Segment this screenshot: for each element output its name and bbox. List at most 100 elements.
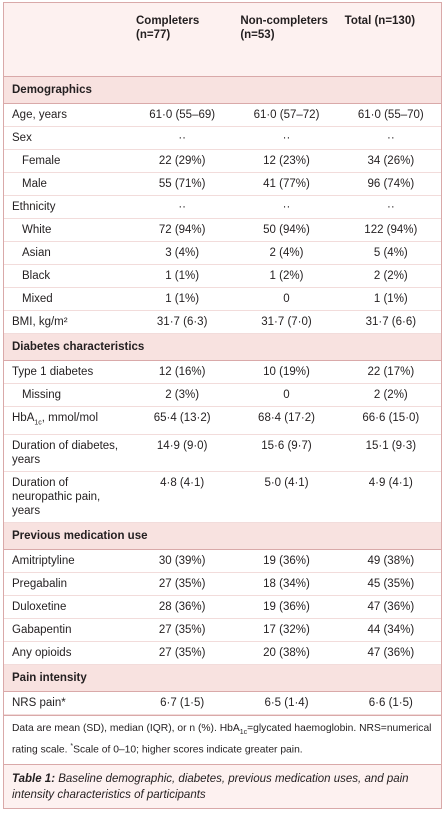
data-row: NRS pain* 6·7 (1·5) 6·5 (1·4) 6·6 (1·5) [4, 691, 441, 716]
row-label: Type 1 diabetes [4, 360, 128, 384]
data-row: Black 1 (1%) 1 (2%) 2 (2%) [4, 264, 441, 288]
text-part: 1c [239, 729, 248, 737]
header-cell [4, 3, 128, 77]
cell-value: 45 (35%) [336, 572, 441, 597]
row-label: Missing [4, 383, 128, 407]
caption-label: Table 1: [12, 772, 56, 785]
cell-value: 10 (19%) [232, 360, 337, 384]
cell-value: 18 (34%) [232, 572, 337, 597]
cell-value: 61·0 (55–70) [336, 103, 441, 127]
header-row: Completers (n=77) Non-completers (n=53) To… [4, 3, 441, 77]
footnote: Data are mean (SD), median (IQR), or n (… [4, 715, 441, 764]
cell-value: 27 (35%) [128, 641, 233, 666]
cell-value: 50 (94%) [232, 218, 337, 242]
row-label: BMI, kg/m² [4, 310, 128, 334]
row-label: Asian [4, 241, 128, 265]
data-row: White 72 (94%) 50 (94%) 122 (94%) [4, 218, 441, 242]
data-row: Any opioids 27 (35%) 20 (38%) 47 (36%) [4, 641, 441, 666]
row-label: NRS pain* [4, 691, 128, 716]
section-title: Pain intensity [4, 664, 441, 693]
cell-value: 1 (1%) [128, 287, 233, 311]
cell-value: 31·7 (6·3) [128, 310, 233, 334]
cell-value: 2 (2%) [336, 264, 441, 288]
row-label: Mixed [4, 287, 128, 311]
cell-value: 31·7 (6·6) [336, 310, 441, 334]
section-title: Demographics [4, 76, 441, 104]
cell-value: 22 (29%) [128, 149, 233, 173]
table-body: Demographics Age, years 61·0 (55–69) 61·0 (… [4, 76, 441, 716]
cell-value: 27 (35%) [128, 618, 233, 643]
text-part: * [70, 743, 74, 751]
row-label: HbA1c, mmol/mol [4, 406, 128, 436]
section-title: Diabetes characteristics [4, 333, 441, 361]
row-label: Any opioids [4, 641, 128, 666]
data-row: Mixed 1 (1%) 0 1 (1%) [4, 287, 441, 311]
cell-value: 34 (26%) [336, 149, 441, 173]
section-row: Diabetes characteristics [4, 333, 441, 361]
data-row: Duration of neuropathic pain, years 4·8 (… [4, 471, 441, 524]
row-label: Pregabalin [4, 572, 128, 597]
cell-value: 12 (23%) [232, 149, 337, 173]
row-label: Black [4, 264, 128, 288]
data-row: Missing 2 (3%) 0 2 (2%) [4, 383, 441, 407]
cell-value: ·· [128, 126, 233, 150]
cell-value: 47 (36%) [336, 595, 441, 620]
section-row: Previous medication use [4, 522, 441, 551]
data-row: Male 55 (71%) 41 (77%) 96 (74%) [4, 172, 441, 196]
cell-value: 55 (71%) [128, 172, 233, 196]
cell-value: 20 (38%) [232, 641, 337, 666]
section-row: Demographics [4, 76, 441, 104]
cell-value: 6·7 (1·5) [128, 691, 233, 716]
text-part: =glycated haemoglobin. NRS=numerical rat… [12, 723, 432, 756]
cell-value: 4·8 (4·1) [128, 471, 233, 524]
cell-value: 6·6 (1·5) [336, 691, 441, 716]
cell-value: 19 (36%) [232, 595, 337, 620]
data-row: Duration of diabetes, years 14·9 (9·0) 15·… [4, 434, 441, 473]
data-row: Type 1 diabetes 12 (16%) 10 (19%) 22 (17%) [4, 360, 441, 384]
cell-value: ·· [336, 195, 441, 219]
cell-value: 96 (74%) [336, 172, 441, 196]
row-label: Duloxetine [4, 595, 128, 620]
data-row: BMI, kg/m² 31·7 (6·3) 31·7 (7·0) 31·7 (6·6) [4, 310, 441, 334]
data-row: Asian 3 (4%) 2 (4%) 5 (4%) [4, 241, 441, 265]
row-label: Female [4, 149, 128, 173]
row-label: Duration of neuropathic pain, years [4, 471, 128, 524]
text-part: Data are mean (SD), median (IQR), or n (… [12, 723, 240, 735]
data-row: Amitriptyline 30 (39%) 19 (36%) 49 (38%) [4, 549, 441, 574]
caption-text: Baseline demographic, diabetes, previous… [12, 772, 409, 801]
column-header: Completers (n=77) [136, 15, 200, 41]
text-part: Scale of 0–10; higher scores indicate gr… [73, 744, 303, 756]
data-row: Duloxetine 28 (36%) 19 (36%) 47 (36%) [4, 595, 441, 620]
cell-value: 6·5 (1·4) [232, 691, 337, 716]
data-row: Gabapentin 27 (35%) 17 (32%) 44 (34%) [4, 618, 441, 643]
cell-value: 14·9 (9·0) [128, 434, 233, 473]
cell-value: 4·9 (4·1) [336, 471, 441, 524]
data-row: Female 22 (29%) 12 (23%) 34 (26%) [4, 149, 441, 173]
cell-value: 28 (36%) [128, 595, 233, 620]
cell-value: 15·6 (9·7) [232, 434, 337, 473]
row-label: Gabapentin [4, 618, 128, 643]
table-panel: Completers (n=77) Non-completers (n=53) To… [3, 2, 442, 809]
row-label: Amitriptyline [4, 549, 128, 574]
cell-value: 12 (16%) [128, 360, 233, 384]
cell-value: 15·1 (9·3) [336, 434, 441, 473]
cell-value: ·· [336, 126, 441, 150]
cell-value: 65·4 (13·2) [128, 406, 233, 436]
cell-value: 2 (3%) [128, 383, 233, 407]
column-header: Total (n=130) [344, 15, 416, 27]
row-label: Sex [4, 126, 128, 150]
cell-value: 0 [232, 383, 337, 407]
row-label: White [4, 218, 128, 242]
cell-value: 2 (2%) [336, 383, 441, 407]
cell-value: 44 (34%) [336, 618, 441, 643]
cell-value: 72 (94%) [128, 218, 233, 242]
cell-value: 31·7 (7·0) [232, 310, 337, 334]
cell-value: 17 (32%) [232, 618, 337, 643]
data-row: Pregabalin 27 (35%) 18 (34%) 45 (35%) [4, 572, 441, 597]
cell-value: 122 (94%) [336, 218, 441, 242]
row-label: Age, years [4, 103, 128, 127]
section-title: Previous medication use [4, 522, 441, 551]
cell-value: 1 (2%) [232, 264, 337, 288]
section-row: Pain intensity [4, 664, 441, 693]
